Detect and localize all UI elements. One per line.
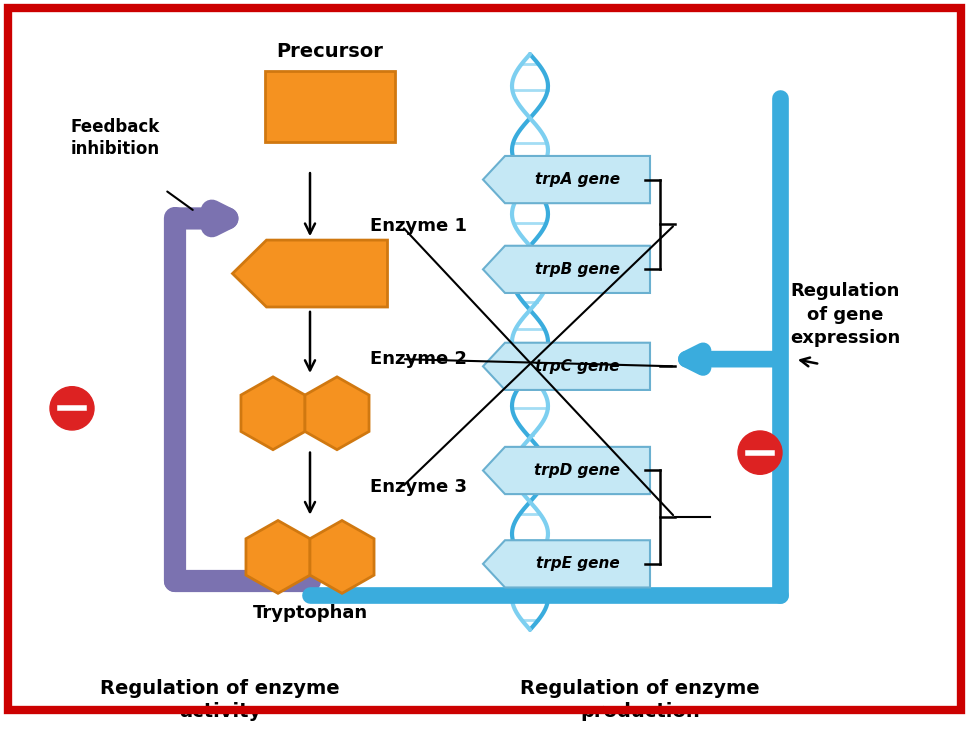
Text: Enzyme 1: Enzyme 1 (370, 218, 467, 235)
Text: Tryptophan: Tryptophan (253, 604, 367, 622)
Text: Enzyme 3: Enzyme 3 (370, 478, 467, 496)
Text: trpA gene: trpA gene (535, 172, 620, 187)
Text: Feedback
inhibition: Feedback inhibition (71, 118, 160, 158)
Text: trpB gene: trpB gene (535, 262, 620, 277)
Bar (265, 71, 395, 142)
Polygon shape (483, 540, 650, 588)
Polygon shape (233, 240, 388, 307)
Polygon shape (310, 520, 374, 593)
Text: trpE gene: trpE gene (536, 556, 619, 572)
Text: Precursor: Precursor (276, 42, 384, 61)
Text: Regulation
of gene
expression: Regulation of gene expression (790, 283, 900, 347)
Polygon shape (483, 447, 650, 494)
Circle shape (50, 387, 94, 430)
Text: trpD gene: trpD gene (535, 463, 620, 478)
Polygon shape (246, 520, 310, 593)
Circle shape (738, 431, 782, 474)
Polygon shape (241, 377, 305, 450)
Text: Enzyme 2: Enzyme 2 (370, 350, 467, 368)
Text: trpC gene: trpC gene (535, 359, 620, 374)
Polygon shape (483, 246, 650, 293)
Text: Regulation of enzyme
activity: Regulation of enzyme activity (100, 679, 340, 721)
Polygon shape (305, 377, 369, 450)
Polygon shape (483, 342, 650, 390)
Text: Regulation of enzyme
production: Regulation of enzyme production (520, 679, 760, 721)
Polygon shape (483, 156, 650, 203)
